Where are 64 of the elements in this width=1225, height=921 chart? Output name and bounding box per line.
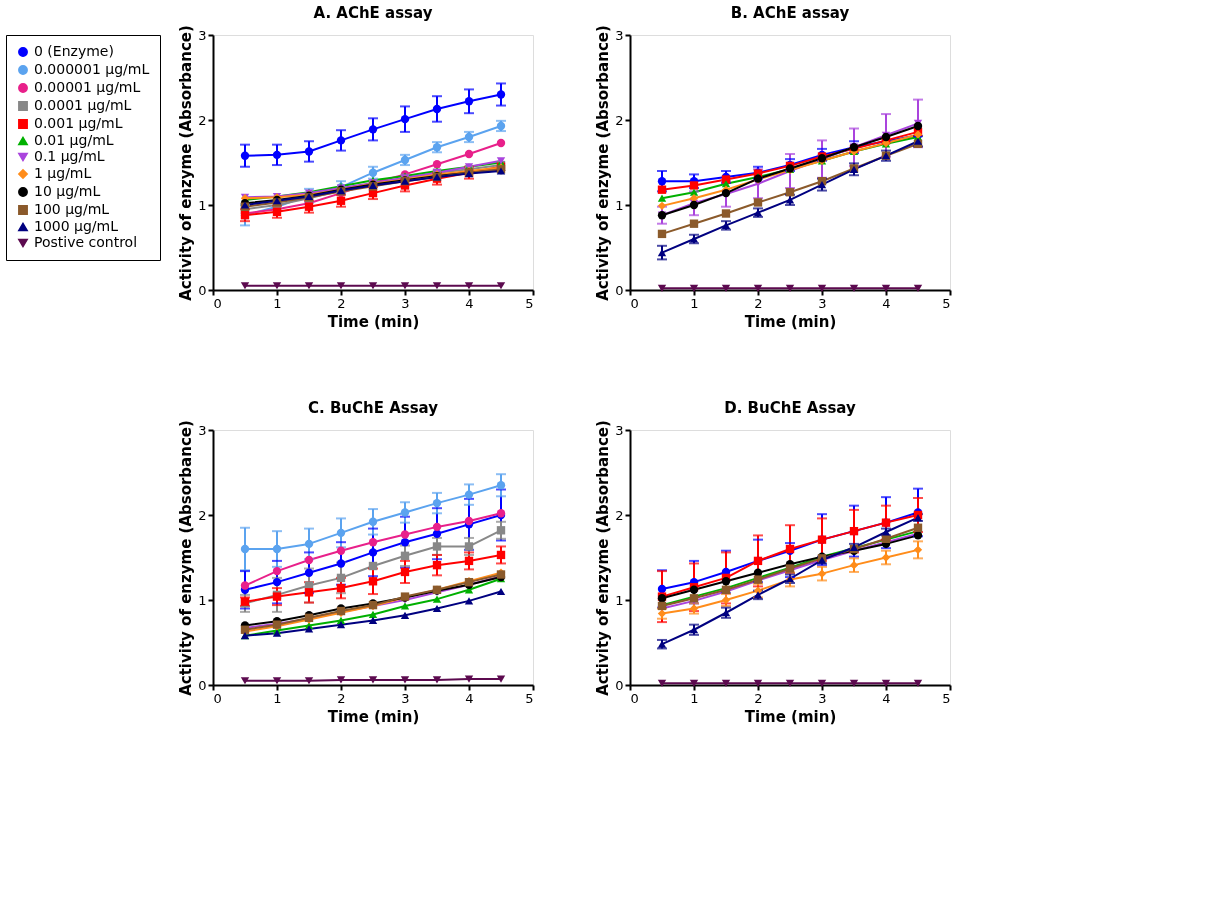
- legend-label: 0 (Enzyme): [34, 43, 114, 59]
- legend-label: 100 μg/mL: [34, 201, 110, 217]
- legend-label: 0.000001 μg/mL: [34, 61, 150, 77]
- chart-title: D. BuChE Assay: [724, 398, 856, 417]
- x-tick-label: 5: [525, 295, 534, 311]
- x-tick-label: 0: [630, 295, 639, 311]
- x-tick-label: 5: [942, 690, 951, 706]
- x-tick-label: 3: [401, 690, 410, 706]
- x-tick-label: 2: [337, 690, 346, 706]
- chart-title: C. BuChE Assay: [307, 398, 439, 417]
- legend-label: 0.0001 μg/mL: [34, 97, 132, 113]
- x-tick-label: 3: [401, 295, 410, 311]
- x-tick-label: 1: [690, 295, 699, 311]
- y-tick-label: 2: [198, 112, 207, 128]
- y-tick-label: 0: [615, 677, 624, 693]
- x-tick-label: 5: [525, 690, 534, 706]
- y-tick-label: 1: [615, 197, 624, 213]
- y-axis-title: Activity of enzyme (Absorbance): [594, 420, 613, 696]
- x-tick-label: 4: [882, 295, 891, 311]
- y-tick-label: 1: [615, 592, 624, 608]
- x-tick-label: 2: [337, 295, 346, 311]
- legend-label: 0.00001 μg/mL: [34, 79, 141, 95]
- x-tick-label: 4: [465, 295, 474, 311]
- x-tick-label: 2: [754, 690, 763, 706]
- x-axis-title: Time (min): [744, 312, 837, 331]
- x-tick-label: 4: [465, 690, 474, 706]
- legend-label: 1000 μg/mL: [34, 218, 119, 234]
- x-axis-title: Time (min): [744, 707, 837, 726]
- y-axis-title: Activity of enzyme (Absorbance): [177, 420, 196, 696]
- y-tick-label: 3: [198, 422, 207, 438]
- y-tick-label: 0: [615, 282, 624, 298]
- x-axis-title: Time (min): [327, 707, 420, 726]
- y-tick-label: 2: [615, 112, 624, 128]
- y-tick-label: 1: [198, 592, 207, 608]
- legend-label: Postive control: [34, 234, 138, 250]
- legend-label: 10 μg/mL: [34, 183, 101, 199]
- y-tick-label: 3: [198, 27, 207, 43]
- y-tick-label: 0: [198, 677, 207, 693]
- x-tick-label: 1: [273, 690, 282, 706]
- x-axis-title: Time (min): [327, 312, 420, 331]
- y-axis-title: Activity of enzyme (Absorbance): [177, 25, 196, 301]
- x-tick-label: 1: [690, 690, 699, 706]
- y-tick-label: 2: [198, 507, 207, 523]
- y-tick-label: 0: [198, 282, 207, 298]
- y-tick-label: 1: [198, 197, 207, 213]
- legend-label: 0.1 μg/mL: [34, 148, 105, 164]
- y-tick-label: 3: [615, 27, 624, 43]
- chart-title: B. AChE assay: [730, 3, 850, 22]
- legend-label: 0.01 μg/mL: [34, 132, 114, 148]
- x-tick-label: 5: [942, 295, 951, 311]
- chart-title: A. AChE assay: [313, 3, 433, 22]
- x-tick-label: 3: [818, 690, 827, 706]
- legend-label: 0.001 μg/mL: [34, 115, 123, 131]
- y-tick-label: 2: [615, 507, 624, 523]
- x-tick-label: 0: [213, 295, 222, 311]
- x-tick-label: 0: [213, 690, 222, 706]
- x-tick-label: 4: [882, 690, 891, 706]
- legend-label: 1 μg/mL: [34, 165, 92, 181]
- x-tick-label: 1: [273, 295, 282, 311]
- x-tick-label: 2: [754, 295, 763, 311]
- x-tick-label: 0: [630, 690, 639, 706]
- y-tick-label: 3: [615, 422, 624, 438]
- y-axis-title: Activity of enzyme (Absorbance): [594, 25, 613, 301]
- x-tick-label: 3: [818, 295, 827, 311]
